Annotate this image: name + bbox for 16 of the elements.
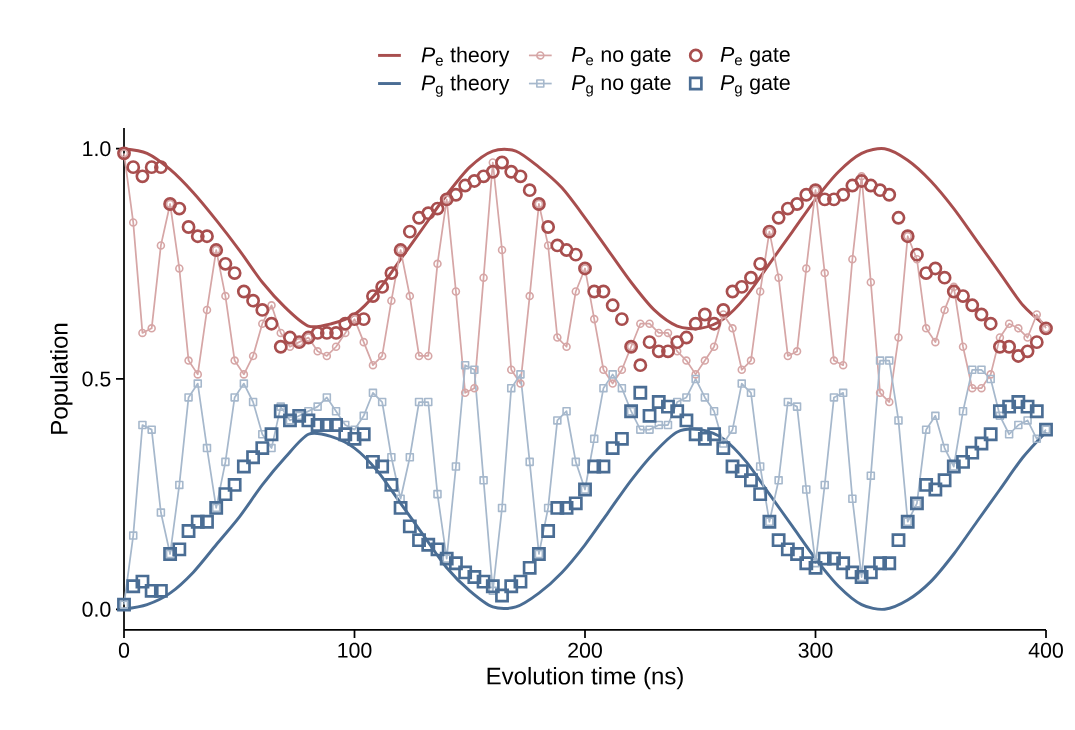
- x-tick-label: 300: [798, 642, 833, 658]
- x-tick-label: 200: [568, 642, 602, 658]
- legend-label: P$_{e}$ theory: [421, 46, 510, 67]
- x-tick-label: 400: [1028, 642, 1063, 658]
- legend-label: P$_{g}$ theory: [421, 74, 510, 97]
- legend-label: P$_{e}$ no gate: [571, 47, 671, 67]
- y-tick-label: 0.5: [82, 371, 111, 387]
- y-tick-label: 1.0: [83, 141, 111, 157]
- y-axis-title: Population: [50, 323, 73, 434]
- x-tick-label: 100: [338, 642, 372, 658]
- legend-label: P$_{g}$ no gate: [571, 75, 671, 97]
- legend-label: P$_{g}$ gate: [720, 75, 790, 97]
- y-tick-label: 0.0: [82, 601, 111, 617]
- legend-label: P$_{e}$ gate: [720, 47, 790, 67]
- x-axis-title: Evolution time (ns): [487, 666, 683, 690]
- x-tick-label: 0: [118, 642, 130, 658]
